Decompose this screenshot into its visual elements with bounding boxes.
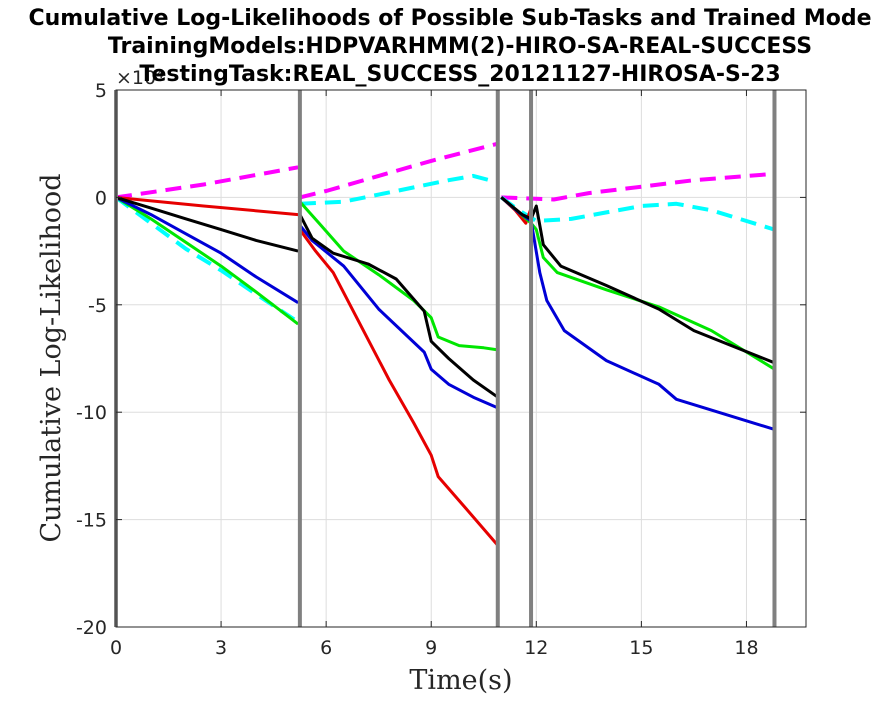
x-tick-label: 9 — [425, 637, 437, 659]
ticks: 0 3 6 9 12 15 18 5 0 -5 -10 -15 -20 — [76, 80, 806, 659]
data-series — [114, 141, 776, 547]
series-line-magenta — [501, 171, 775, 202]
axes-frame — [115, 89, 807, 628]
series-magenta — [115, 141, 775, 202]
y-tick-label: 0 — [95, 187, 107, 209]
y-tick-label: -15 — [76, 510, 107, 532]
chart-title-line-3: TestingTask:REAL_SUCCESS_20121127-HIROSA… — [139, 62, 780, 87]
y-tick-label: -20 — [76, 617, 107, 639]
y-exponent-label: ×10⁴ — [116, 67, 164, 89]
y-tick-label: -5 — [88, 295, 107, 317]
series-black — [115, 195, 776, 399]
x-tick-label: 15 — [629, 637, 653, 659]
y-tick-label: -10 — [76, 402, 107, 424]
y-tick-label: 5 — [95, 80, 107, 102]
series-line-blue — [298, 224, 499, 410]
series-line-black — [115, 195, 299, 253]
series-line-black — [298, 213, 499, 399]
plot-area — [116, 90, 806, 627]
series-line-cyan — [299, 173, 499, 206]
x-axis-label: Time(s) — [409, 665, 512, 696]
series-line-black — [500, 196, 776, 365]
x-tick-label: 12 — [524, 637, 548, 659]
series-line-magenta — [299, 141, 499, 200]
series-line-red — [298, 228, 499, 547]
y-axis-label: Cumulative Log-Likelihood — [36, 173, 67, 542]
series-line-blue — [115, 196, 299, 304]
chart-title-line-2: TrainingModels:HDPVARHMM(2)-HIRO-SA-REAL… — [108, 34, 812, 59]
series-line-magenta — [115, 165, 299, 200]
x-tick-label: 0 — [110, 637, 122, 659]
series-line-red — [115, 195, 299, 217]
x-tick-label: 18 — [734, 637, 758, 659]
x-tick-label: 6 — [320, 637, 332, 659]
chart-title-line-1: Cumulative Log-Likelihoods of Possible S… — [28, 6, 871, 31]
x-tick-label: 3 — [215, 637, 227, 659]
series-line-green — [115, 196, 300, 326]
